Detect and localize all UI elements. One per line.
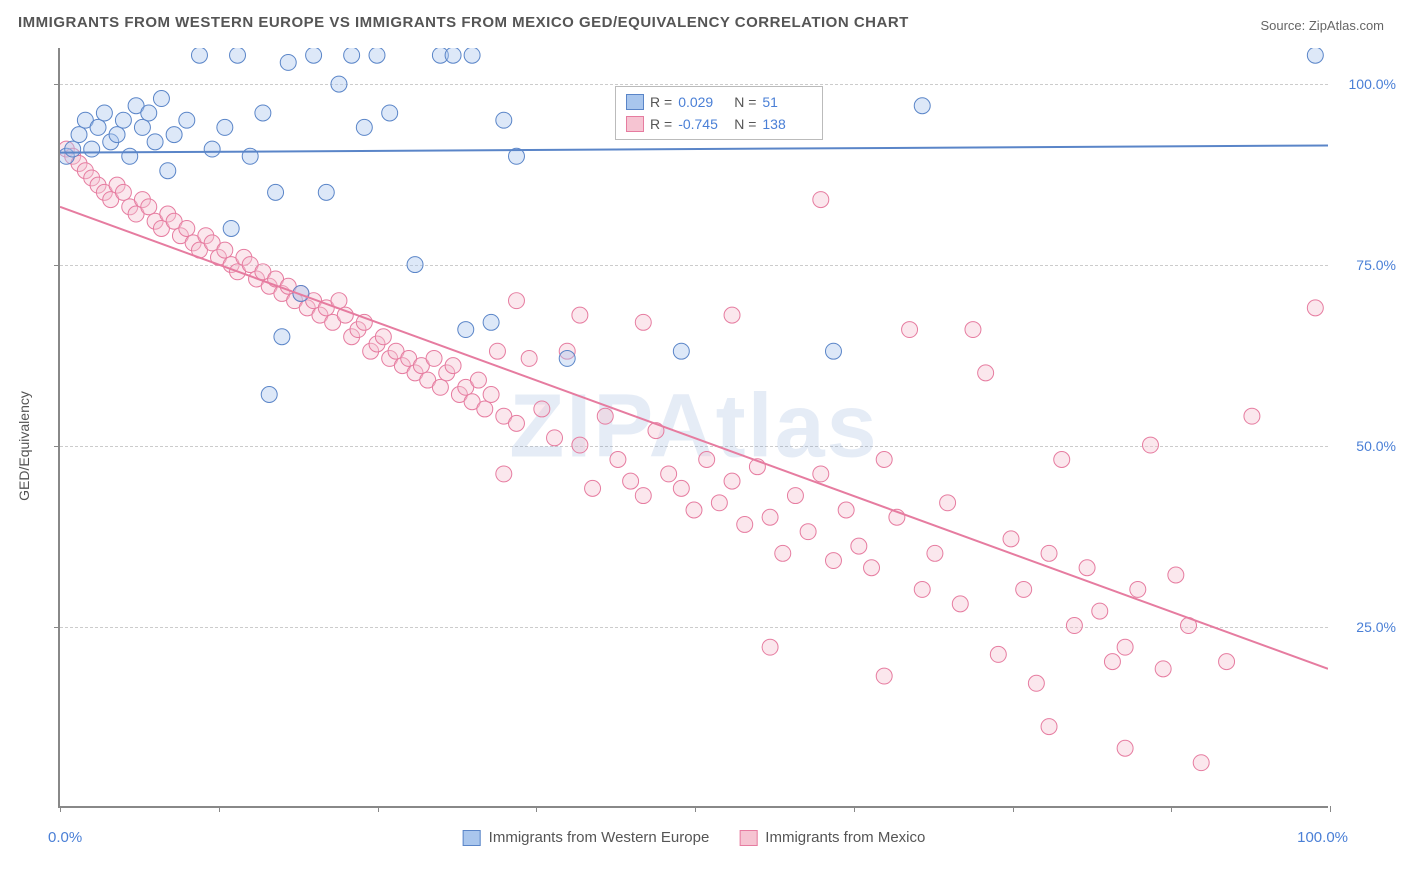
series-b-name: Immigrants from Mexico: [765, 829, 925, 846]
stats-legend-row-b: R = -0.745 N = 138: [626, 113, 812, 135]
correlation-chart: IMMIGRANTS FROM WESTERN EUROPE VS IMMIGR…: [10, 10, 1396, 882]
legend-swatch-icon: [463, 830, 481, 846]
series-legend-item-a: Immigrants from Western Europe: [463, 829, 710, 846]
x-axis-min-label: 0.0%: [48, 829, 82, 846]
y-tick-label: 25.0%: [1356, 619, 1396, 635]
y-tick-label: 75.0%: [1356, 257, 1396, 273]
n-value-a: 51: [762, 91, 812, 113]
series-a-name: Immigrants from Western Europe: [489, 829, 710, 846]
legend-swatch-icon: [739, 830, 757, 846]
y-tick-label: 100.0%: [1349, 76, 1396, 92]
series-legend-item-b: Immigrants from Mexico: [739, 829, 925, 846]
r-label: R =: [650, 113, 672, 135]
y-axis-label: GED/Equivalency: [16, 391, 32, 501]
plot-area: ZIPAtlas R = 0.029 N = 51 R = -0.745 N =…: [58, 48, 1328, 808]
source-attribution: Source: ZipAtlas.com: [1260, 18, 1384, 33]
chart-title: IMMIGRANTS FROM WESTERN EUROPE VS IMMIGR…: [18, 14, 909, 31]
legend-swatch-b: [626, 116, 644, 132]
r-value-b: -0.745: [678, 113, 728, 135]
stats-legend: R = 0.029 N = 51 R = -0.745 N = 138: [615, 86, 823, 140]
plot-svg: [60, 48, 1328, 806]
stats-legend-row-a: R = 0.029 N = 51: [626, 91, 812, 113]
r-label: R =: [650, 91, 672, 113]
y-tick-label: 50.0%: [1356, 438, 1396, 454]
n-value-b: 138: [762, 113, 812, 135]
n-label: N =: [734, 113, 756, 135]
x-axis-max-label: 100.0%: [1297, 829, 1348, 846]
legend-swatch-a: [626, 94, 644, 110]
n-label: N =: [734, 91, 756, 113]
series-legend: Immigrants from Western Europe Immigrant…: [463, 829, 926, 846]
r-value-a: 0.029: [678, 91, 728, 113]
